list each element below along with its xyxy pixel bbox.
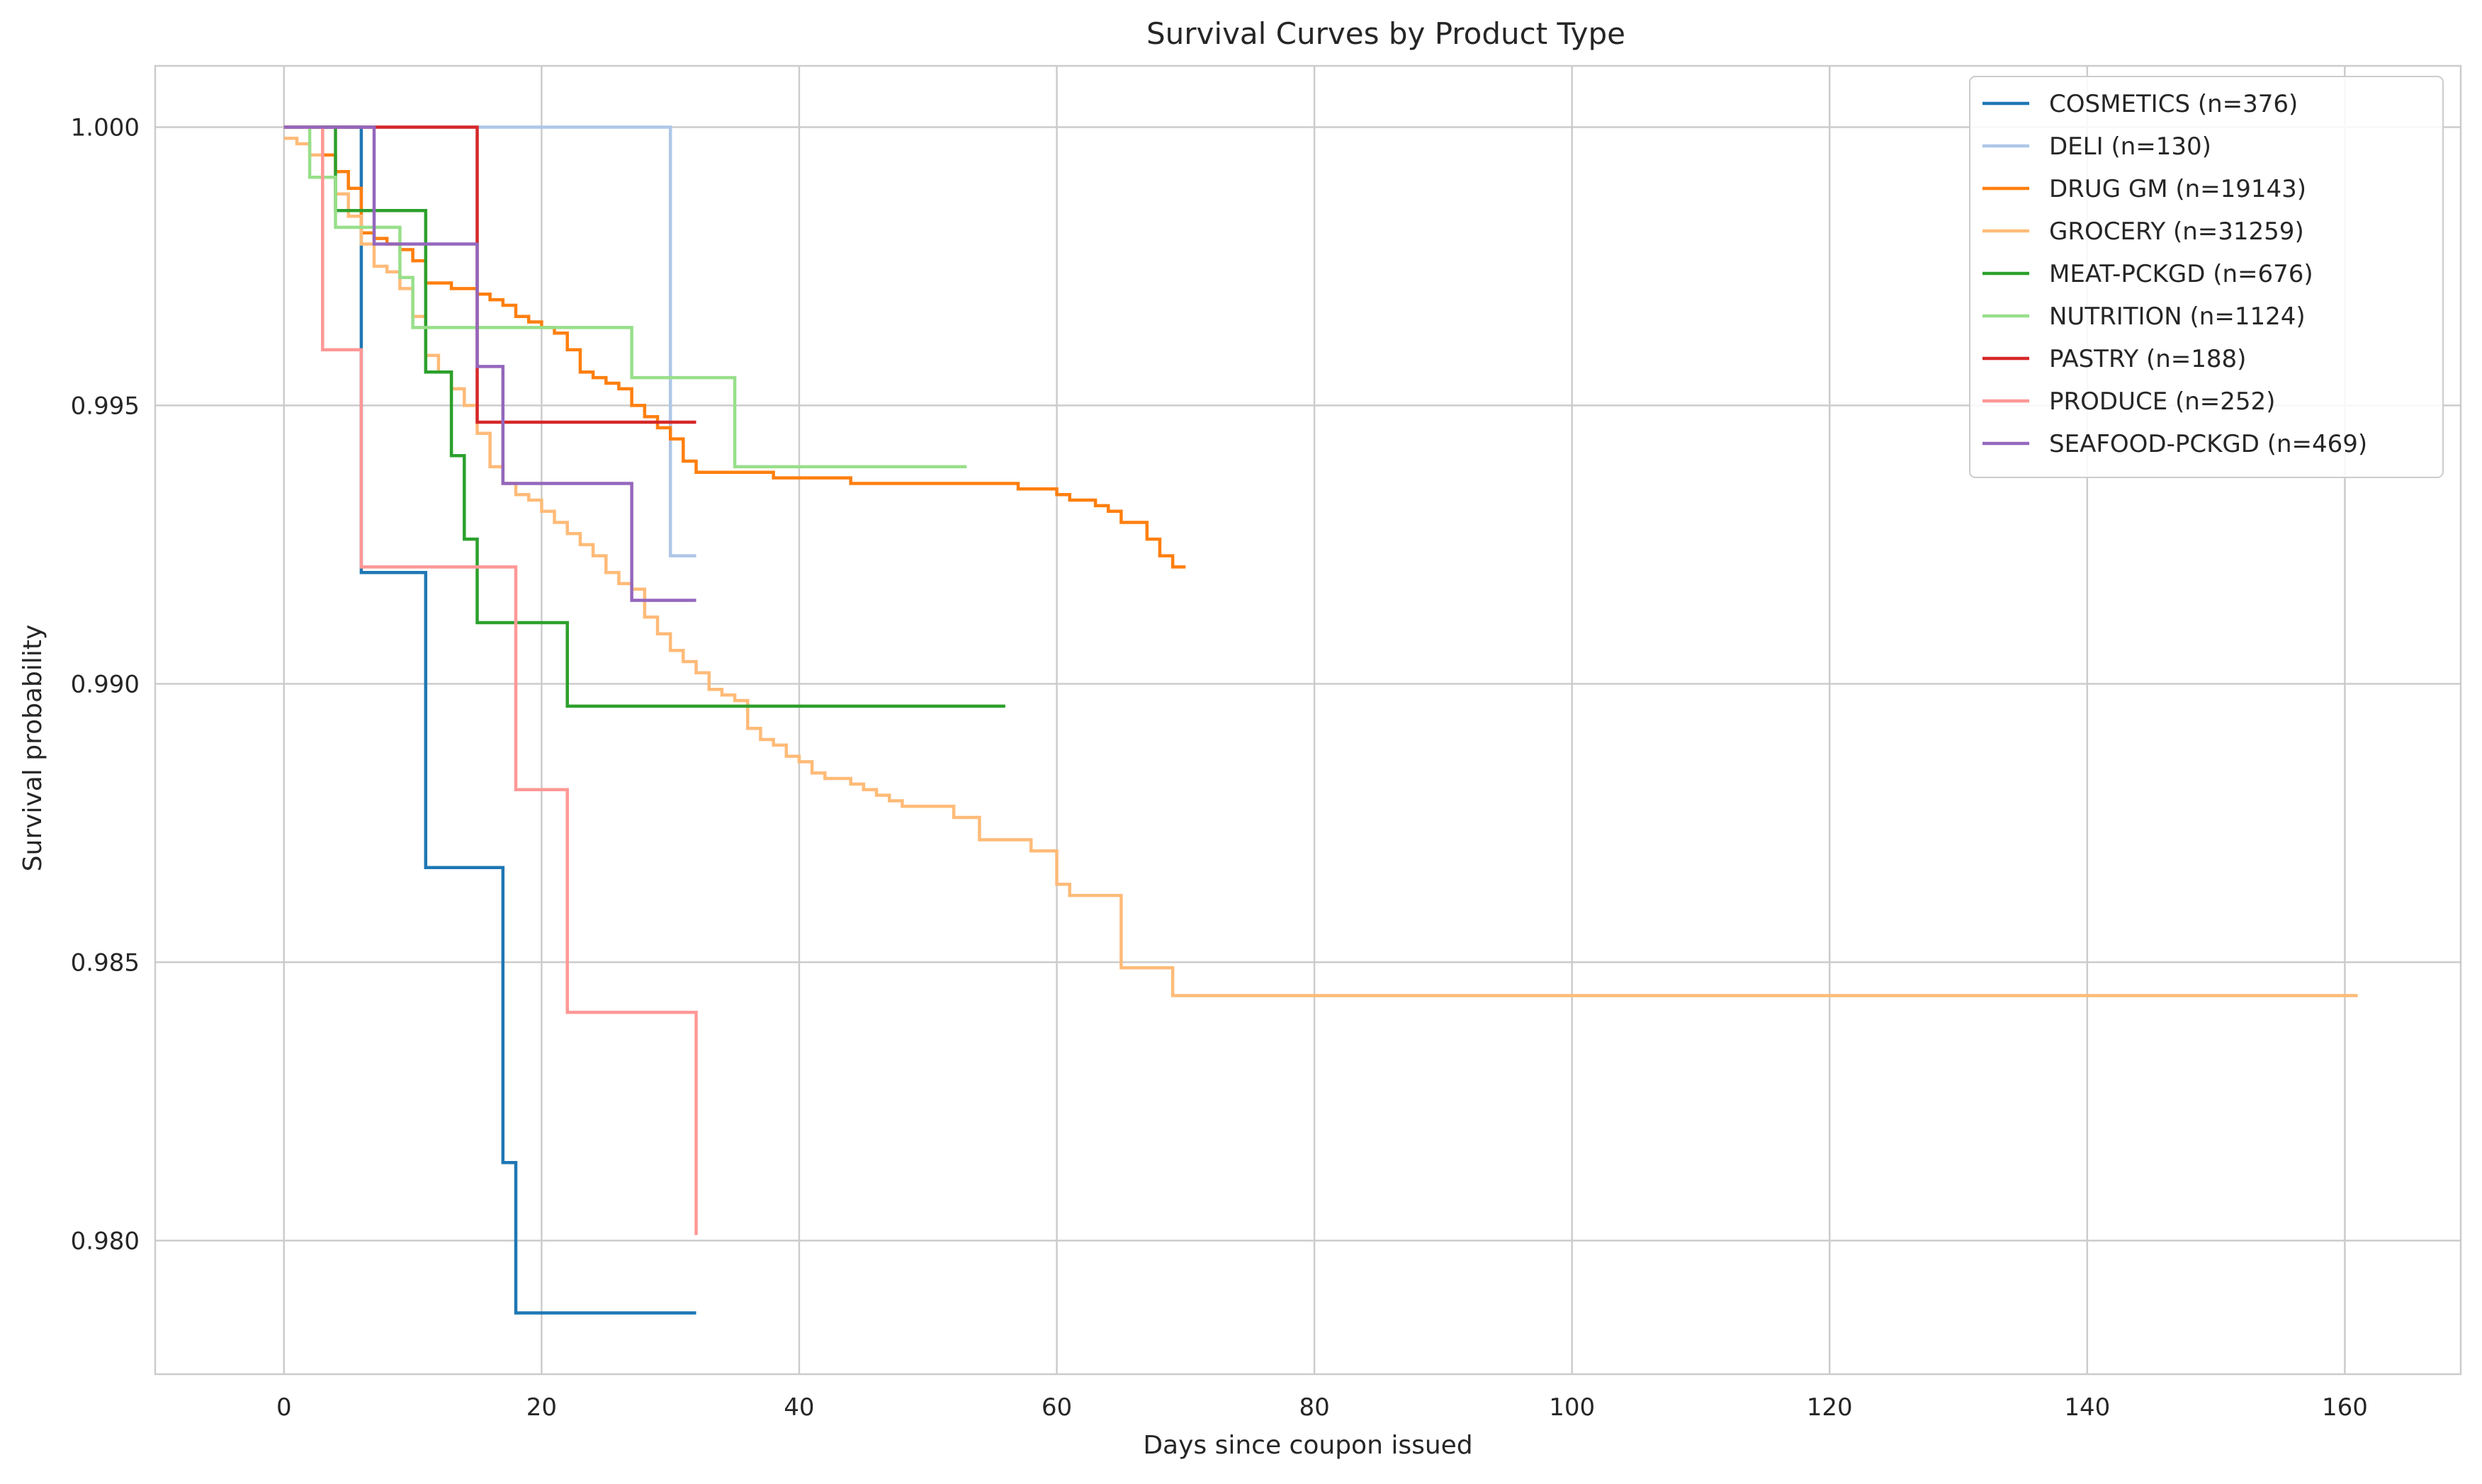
series-line-7 (283, 125, 698, 1235)
series-line-3 (283, 136, 2358, 997)
series-line-0 (283, 125, 696, 1315)
legend-label: MEAT-PCKGD (n=676) (2049, 260, 2313, 288)
x-tick-label: 40 (784, 1393, 814, 1422)
legend-label: GROCERY (n=31259) (2049, 217, 2304, 246)
x-tick-label: 20 (526, 1393, 557, 1422)
series-line-1 (283, 125, 696, 557)
x-tick-label: 80 (1299, 1393, 1329, 1422)
y-tick-label: 0.990 (71, 670, 140, 698)
y-tick-label: 0.995 (71, 392, 140, 420)
tick-labels: 0 20 40 60 80 100 120 140 160 0.980 0.985 0.990 0.99… (71, 113, 2368, 1422)
chart-title: Survival Curves by Product Type (1146, 16, 1625, 51)
y-tick-label: 0.985 (71, 948, 140, 977)
legend-label: DELI (n=130) (2049, 132, 2211, 161)
series-line-2 (283, 125, 1186, 569)
legend: COSMETICS (n=376) DELI (n=130) DRUG GM (n=… (1969, 76, 2444, 478)
x-tick-label: 160 (2322, 1393, 2368, 1422)
series-layer (283, 125, 2358, 1315)
y-tick-label: 0.980 (71, 1227, 140, 1255)
legend-label: SEAFOOD-PCKGD (n=469) (2049, 430, 2367, 458)
x-tick-label: 0 (276, 1393, 292, 1422)
legend-label: PRODUCE (n=252) (2049, 387, 2275, 416)
x-tick-label: 140 (2064, 1393, 2110, 1422)
y-axis-label: Survival probability (18, 625, 47, 872)
x-axis-label: Days since coupon issued (1143, 1431, 1472, 1460)
series-line-4 (283, 125, 1005, 708)
legend-label: COSMETICS (n=376) (2049, 90, 2298, 118)
series-line-5 (283, 125, 967, 469)
legend-label: NUTRITION (n=1124) (2049, 302, 2306, 331)
series-line-8 (283, 125, 696, 602)
x-tick-label: 120 (1807, 1393, 1853, 1422)
x-tick-label: 60 (1042, 1393, 1072, 1422)
legend-box (1969, 76, 2444, 478)
legend-label: PASTRY (n=188) (2049, 345, 2246, 373)
x-tick-label: 100 (1549, 1393, 1595, 1422)
plot-frame (154, 64, 2462, 1376)
plot-area-border (154, 64, 2462, 1376)
legend-label: DRUG GM (n=19143) (2049, 175, 2306, 203)
y-tick-label: 1.000 (71, 113, 140, 142)
